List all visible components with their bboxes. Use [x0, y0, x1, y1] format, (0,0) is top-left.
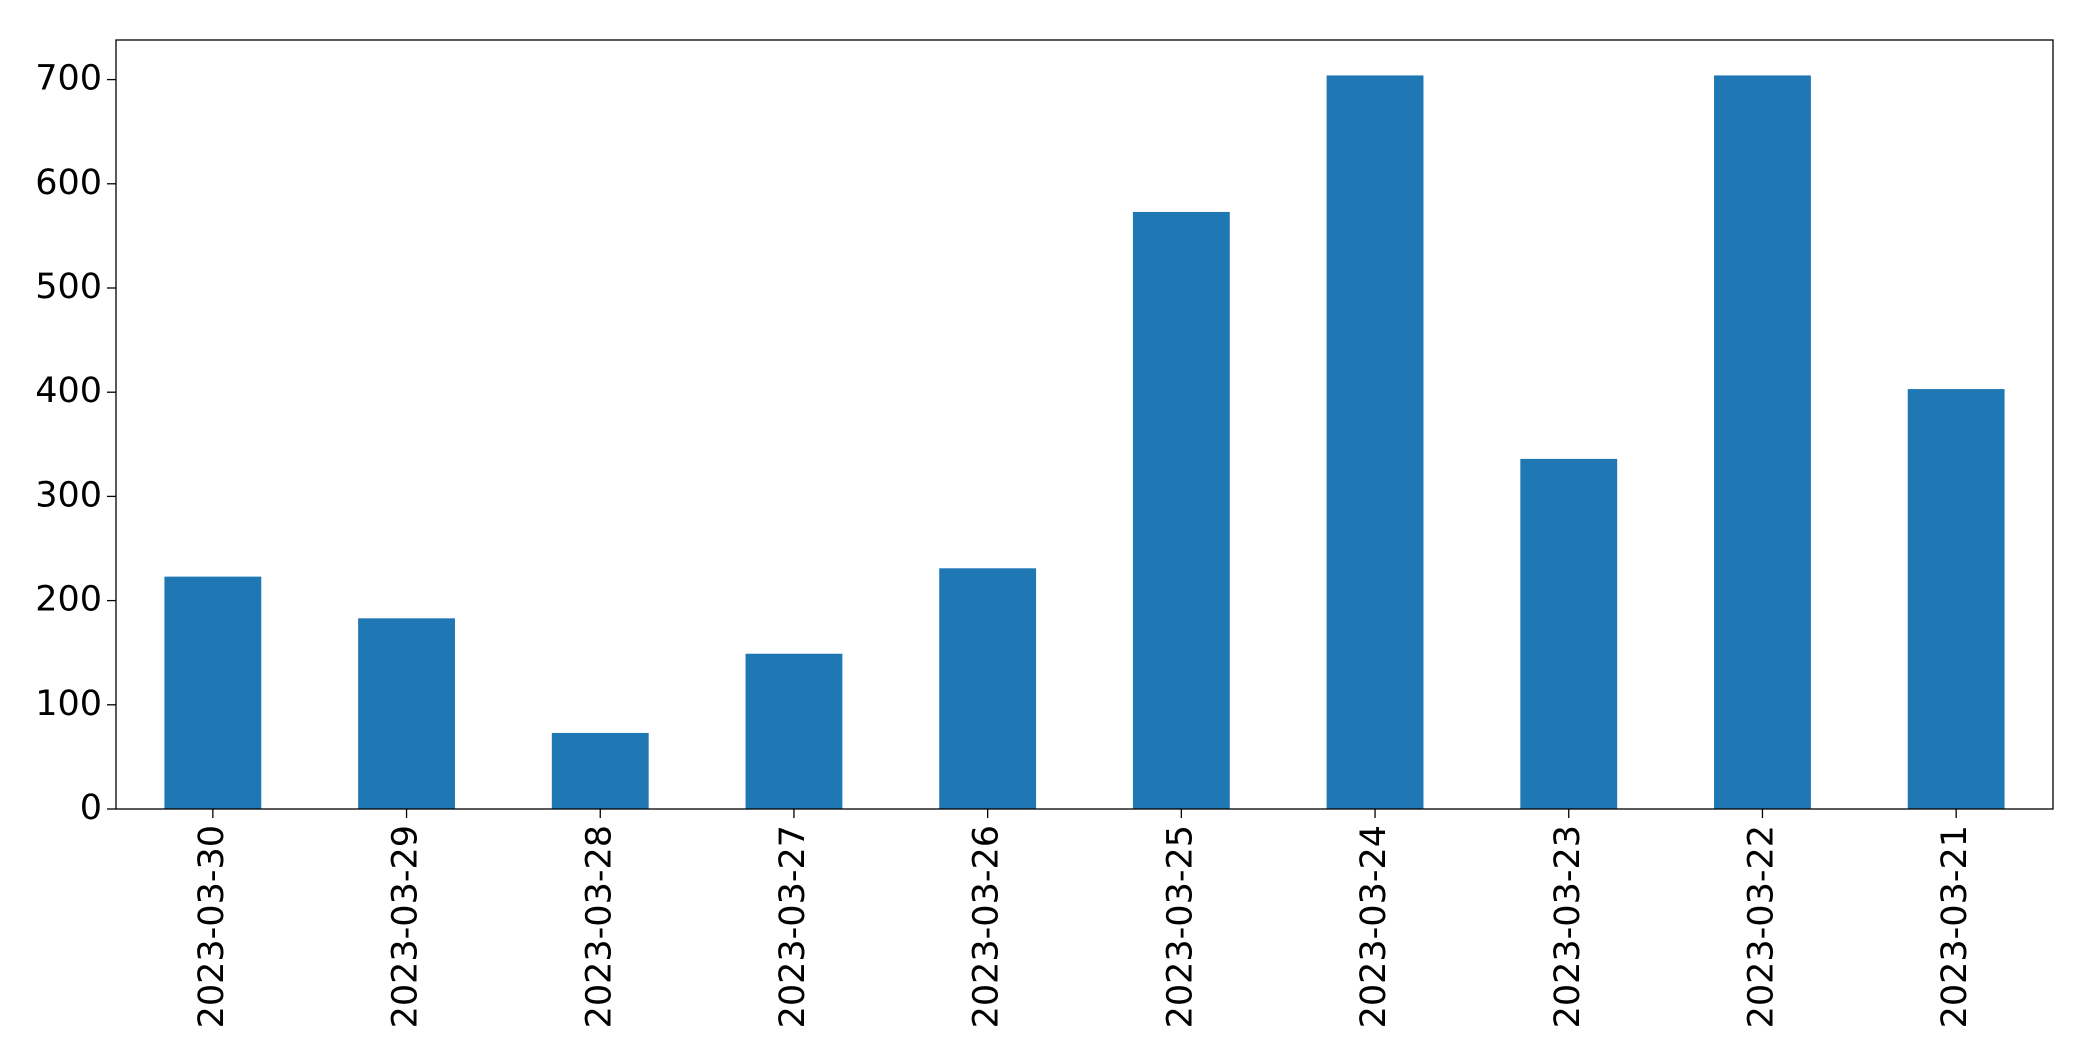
y-tick-label: 300 — [35, 475, 102, 515]
bar — [1520, 458, 1618, 809]
x-tick-label: 2023-03-22 — [1741, 825, 1781, 1028]
x-tick-label: 2023-03-25 — [1160, 825, 1200, 1028]
bar — [1907, 389, 2005, 809]
y-tick-label: 100 — [35, 684, 102, 724]
y-tick-label: 500 — [35, 267, 102, 307]
bar — [1714, 75, 1811, 810]
y-tick-label: 400 — [35, 371, 102, 411]
x-tick-label: 2023-03-23 — [1548, 825, 1588, 1028]
bar — [1326, 75, 1424, 810]
y-tick-label: 200 — [35, 580, 102, 620]
bar — [1132, 211, 1230, 809]
bar — [745, 653, 843, 809]
bar — [551, 732, 649, 809]
y-tick-label: 0 — [80, 788, 102, 828]
y-tick-label: 700 — [35, 59, 102, 99]
x-tick-label: 2023-03-24 — [1354, 825, 1394, 1028]
x-tick-label: 2023-03-27 — [773, 825, 813, 1028]
bar — [164, 576, 262, 809]
x-tick-label: 2023-03-26 — [967, 825, 1007, 1028]
y-tick-label: 600 — [35, 163, 102, 203]
x-tick-label: 2023-03-21 — [1935, 825, 1975, 1028]
x-tick-label: 2023-03-29 — [386, 825, 426, 1028]
x-tick-label: 2023-03-30 — [192, 825, 232, 1028]
bar — [358, 618, 455, 809]
plot-frame — [115, 39, 2054, 810]
x-tick-label: 2023-03-28 — [579, 825, 619, 1028]
bar — [939, 568, 1037, 809]
